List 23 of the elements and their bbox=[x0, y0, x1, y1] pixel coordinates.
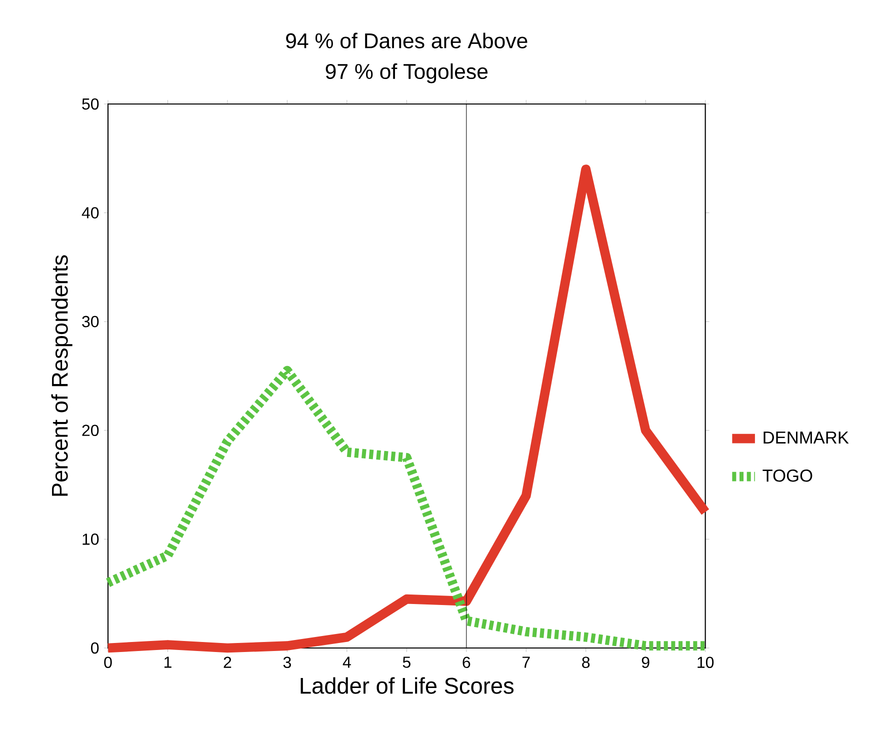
x-tick-label: 10 bbox=[698, 656, 714, 668]
legend-label: DENMARK bbox=[764, 432, 849, 444]
y-tick-label: 30 bbox=[82, 316, 99, 328]
x-tick-label: 0 bbox=[104, 656, 112, 668]
x-tick-label: 3 bbox=[283, 656, 291, 668]
y-tick-label: 0 bbox=[91, 642, 99, 654]
legend-label: TOGO bbox=[762, 469, 812, 482]
x-tick-label: 4 bbox=[342, 656, 351, 668]
x-tick-label: 9 bbox=[642, 656, 650, 668]
x-tick-label: 2 bbox=[224, 656, 232, 668]
x-tick-label: 6 bbox=[462, 656, 470, 668]
y-tick-label: 10 bbox=[82, 534, 99, 545]
chart-title: 94 % of Danes are Above bbox=[286, 32, 528, 48]
y-tick-label: 20 bbox=[82, 424, 99, 436]
chart-subtitle: 97 % of Togolese bbox=[326, 63, 488, 84]
x-tick-label: 7 bbox=[522, 656, 530, 668]
y-axis-title: Percent of Respondents bbox=[51, 255, 72, 496]
x-tick-label: 5 bbox=[402, 656, 410, 668]
x-tick-label: 1 bbox=[164, 656, 172, 668]
x-tick-label: 8 bbox=[582, 656, 590, 668]
y-tick-label: 40 bbox=[82, 207, 99, 218]
x-axis-title: Ladder of Life Scores bbox=[300, 677, 514, 694]
y-tick-label: 50 bbox=[82, 98, 99, 110]
